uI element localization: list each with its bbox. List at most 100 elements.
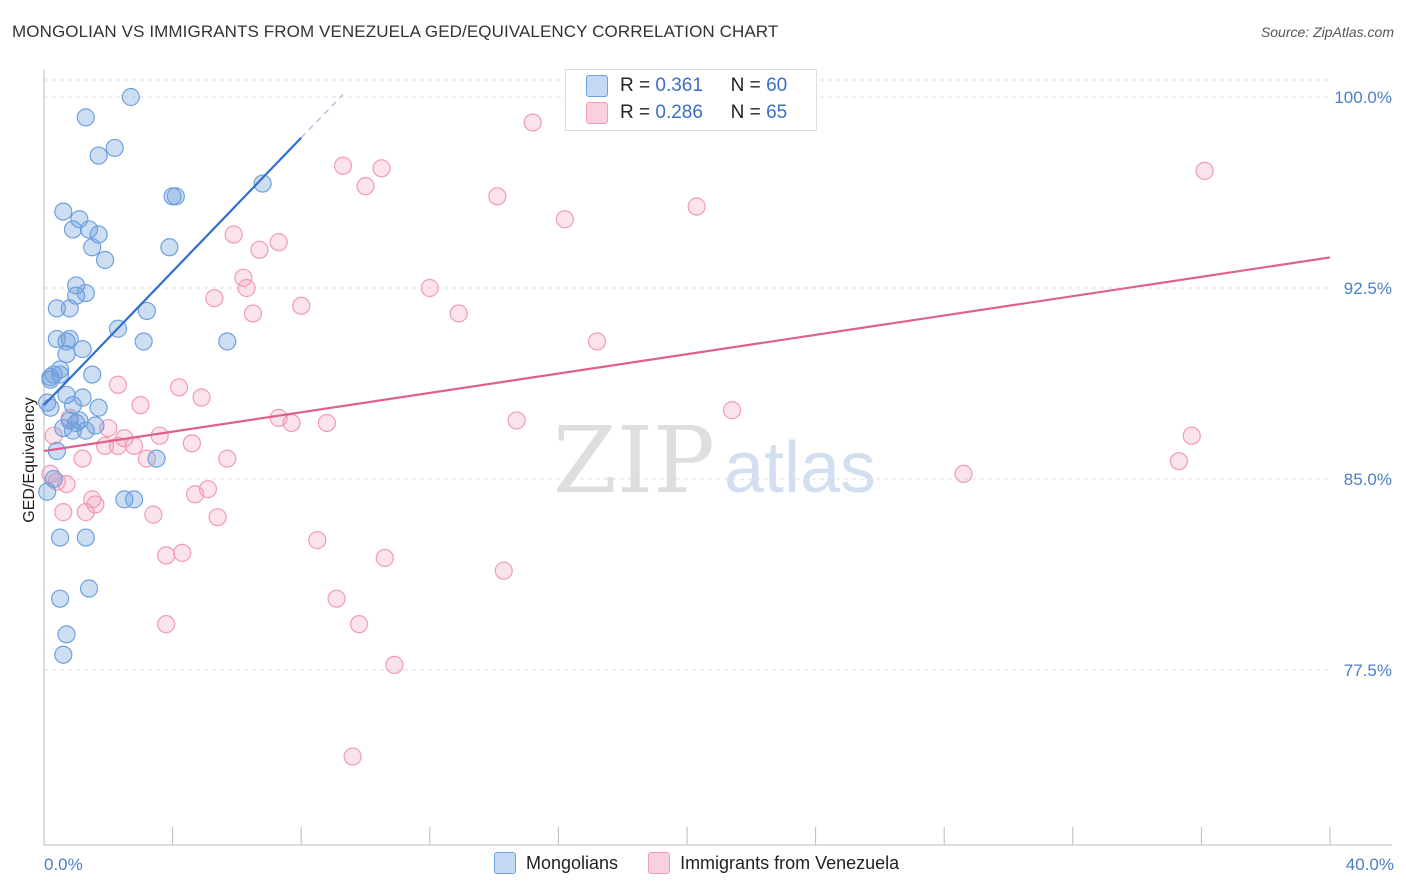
point-mongolians [89, 398, 108, 417]
point-mongolians [76, 283, 95, 303]
legend-swatch-pink [648, 852, 671, 874]
point-venezuela [375, 548, 394, 568]
point-venezuela [208, 508, 227, 527]
point-mongolians [47, 299, 66, 318]
correlation-legend: R = 0.361 N = 60 R = 0.286 N = 65 [565, 69, 817, 131]
point-venezuela [523, 113, 542, 132]
point-venezuela [722, 401, 742, 420]
point-mongolians [79, 220, 99, 239]
point-mongolians [57, 345, 76, 364]
point-venezuela [205, 289, 224, 308]
y-tick-label: 85.0% [1344, 470, 1392, 489]
point-venezuela [224, 225, 243, 244]
legend-swatch-pink [586, 102, 608, 124]
point-venezuela [269, 233, 288, 252]
point-mongolians [253, 174, 272, 193]
point-venezuela [282, 413, 301, 433]
point-mongolians [76, 108, 95, 127]
point-venezuela [137, 449, 156, 468]
point-mongolians [57, 332, 76, 351]
point-mongolians [105, 138, 124, 158]
point-venezuela [1195, 161, 1214, 180]
point-mongolians [95, 250, 115, 270]
legend-item-venezuela: Immigrants from Venezuela [648, 852, 899, 874]
watermark: ZIP atlas [553, 407, 876, 514]
point-mongolians [63, 220, 83, 239]
point-mongolians [218, 332, 237, 351]
point-venezuela [327, 589, 346, 608]
point-venezuela [150, 426, 169, 445]
point-venezuela [243, 304, 263, 323]
point-venezuela [1182, 426, 1201, 445]
point-venezuela [488, 187, 507, 206]
legend-n-value-mongolians: 60 [766, 75, 788, 96]
point-venezuela [372, 159, 391, 178]
point-venezuela [73, 449, 92, 468]
point-venezuela [76, 503, 95, 522]
point-venezuela [494, 561, 513, 580]
point-mongolians [60, 329, 79, 349]
legend-n-label: N = [730, 75, 761, 96]
point-mongolians [54, 202, 73, 221]
point-venezuela [218, 449, 237, 468]
point-venezuela [157, 546, 176, 565]
watermark-atlas: atlas [724, 428, 876, 508]
trend-lines [43, 94, 1331, 453]
point-mongolians [44, 469, 63, 489]
point-mongolians [73, 388, 92, 407]
point-venezuela [234, 268, 253, 287]
point-venezuela [317, 413, 337, 433]
legend-row-venezuela: R = 0.286 N = 65 [586, 101, 787, 125]
point-mongolians [166, 187, 185, 206]
point-venezuela [108, 436, 128, 455]
point-venezuela [356, 177, 375, 196]
point-venezuela [182, 434, 201, 453]
point-venezuela [54, 503, 73, 522]
point-mongolians [134, 332, 153, 351]
point-venezuela [144, 505, 163, 524]
point-venezuela [131, 396, 150, 415]
legend-label-venezuela: Immigrants from Venezuela [680, 852, 900, 873]
legend-n-label: N = [730, 102, 761, 123]
point-venezuela [449, 304, 468, 323]
point-mongolians [73, 340, 92, 359]
point-venezuela [385, 655, 404, 675]
point-mongolians [63, 396, 83, 415]
point-venezuela [157, 615, 176, 634]
legend-swatch-blue [494, 852, 516, 874]
point-mongolians [54, 645, 73, 664]
point-mongolians [70, 411, 89, 430]
point-venezuela [292, 296, 311, 315]
point-mongolians [60, 299, 79, 318]
point-venezuela [343, 747, 362, 766]
point-mongolians [67, 276, 86, 295]
y-tick-label: 92.5% [1344, 279, 1392, 298]
x-tick-label: 0.0% [44, 855, 83, 874]
point-mongolians [121, 87, 140, 107]
y-axis-label: GED/Equivalency [21, 397, 38, 522]
point-mongolians [54, 418, 73, 438]
legend-row-mongolians: R = 0.361 N = 60 [586, 74, 787, 98]
legend-r-label: R = [620, 102, 651, 123]
series-venezuela-points [41, 87, 1214, 766]
legend-r-label: R = [620, 75, 651, 96]
point-mongolians [124, 490, 144, 509]
point-venezuela [954, 464, 973, 484]
point-venezuela [687, 197, 706, 216]
series-mongolians-points [38, 87, 272, 664]
point-mongolians [147, 449, 166, 468]
point-venezuela [507, 411, 526, 430]
point-venezuela [86, 495, 105, 514]
point-mongolians [44, 365, 63, 384]
point-mongolians [79, 579, 99, 598]
point-venezuela [308, 531, 327, 550]
point-venezuela [44, 426, 63, 445]
legend-swatch-blue [586, 75, 608, 97]
point-venezuela [420, 278, 439, 298]
point-venezuela [1169, 452, 1188, 471]
series-legend: Mongolians Immigrants from Venezuela [494, 852, 929, 874]
point-mongolians [160, 238, 179, 257]
point-venezuela [587, 332, 607, 351]
watermark-zip: ZIP [553, 407, 715, 514]
